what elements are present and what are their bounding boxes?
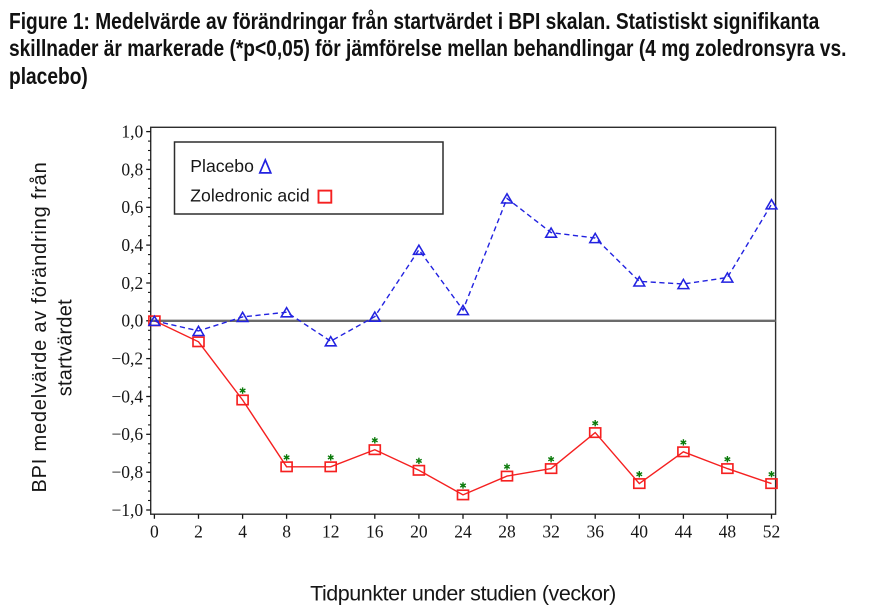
svg-text:startvärdet: startvärdet [54,299,76,396]
svg-text:2: 2 [194,521,203,541]
svg-text:44: 44 [675,521,693,541]
svg-text:−0,8: −0,8 [111,462,143,482]
svg-text:8: 8 [282,521,291,541]
svg-text:Tidpunkter under studien (veck: Tidpunkter under studien (veckor) [310,581,616,605]
svg-text:0,0: 0,0 [121,311,143,331]
svg-text:Zoledronic acid: Zoledronic acid [190,186,309,206]
svg-text:0: 0 [150,521,159,541]
svg-text:28: 28 [498,521,516,541]
svg-text:16: 16 [366,521,384,541]
svg-text:Placebo: Placebo [190,156,254,176]
svg-text:52: 52 [763,521,781,541]
svg-text:1,0: 1,0 [121,122,143,142]
svg-text:32: 32 [542,521,560,541]
svg-text:0,8: 0,8 [121,159,143,179]
svg-text:−0,2: −0,2 [111,349,143,369]
svg-text:20: 20 [410,521,428,541]
svg-text:36: 36 [586,521,604,541]
svg-text:BPI medelvärde av förändring f: BPI medelvärde av förändring från [29,161,51,492]
svg-text:40: 40 [631,521,649,541]
svg-text:0,2: 0,2 [121,273,143,293]
svg-text:24: 24 [454,521,472,541]
svg-text:0,6: 0,6 [121,197,143,217]
svg-text:0,4: 0,4 [121,235,143,255]
svg-text:4: 4 [238,521,247,541]
svg-text:48: 48 [719,521,737,541]
svg-text:12: 12 [322,521,340,541]
svg-text:−0,4: −0,4 [111,386,143,406]
svg-text:−0,6: −0,6 [111,424,143,444]
svg-text:−1,0: −1,0 [111,500,143,520]
